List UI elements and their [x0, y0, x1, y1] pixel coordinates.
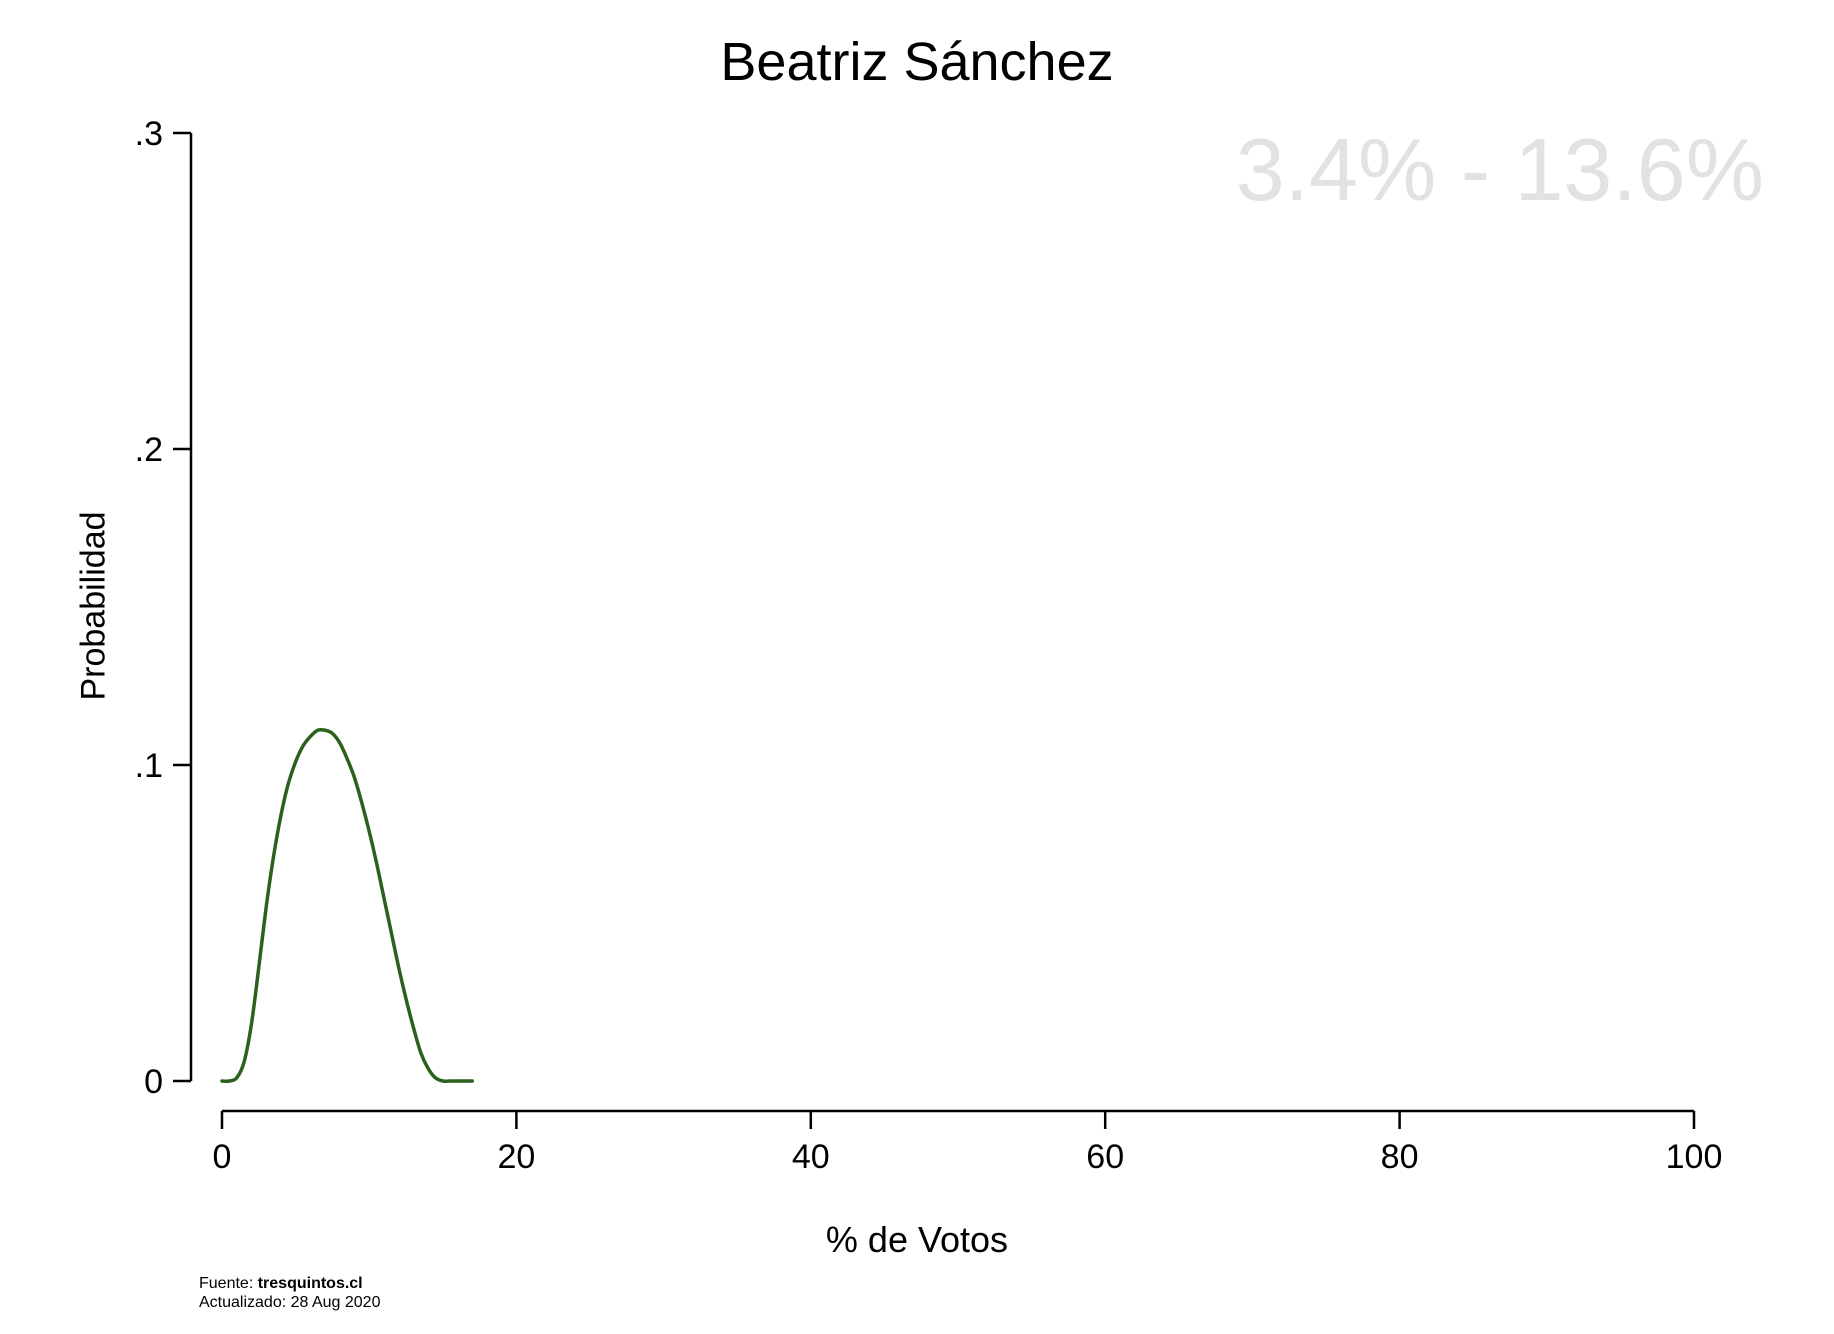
- x-tick-label: 100: [1666, 1138, 1723, 1176]
- x-tick-label: 20: [497, 1138, 535, 1176]
- updated-date: Actualizado: 28 Aug 2020: [199, 1294, 381, 1311]
- y-axis: 0 .1 .2 .3: [135, 115, 193, 1101]
- series-layer: [220, 727, 474, 1083]
- density-line-0: [220, 727, 474, 1083]
- y-tick-label: .2: [135, 431, 163, 469]
- x-tick-label: 0: [213, 1138, 232, 1176]
- x-tick-label: 80: [1381, 1138, 1419, 1176]
- x-tick-label: 60: [1086, 1138, 1124, 1176]
- x-tick-label: 40: [792, 1138, 830, 1176]
- footer: Fuente: tresquintos.cl Actualizado: 28 A…: [199, 1274, 380, 1312]
- source-link[interactable]: tresquintos.cl: [257, 1275, 363, 1292]
- y-tick-label: .1: [135, 747, 163, 785]
- x-axis: 0 20 40 60 80 100: [213, 1109, 1723, 1176]
- chart-title: Beatriz Sánchez: [720, 32, 1114, 92]
- source-prefix: Fuente:: [199, 1275, 254, 1292]
- source-line: Fuente: tresquintos.cl: [199, 1274, 380, 1293]
- y-axis-label: Probabilidad: [74, 511, 113, 701]
- x-axis-label: % de Votos: [825, 1219, 1009, 1260]
- y-tick-label: 0: [144, 1063, 163, 1101]
- range-label: 3.4% - 13.6%: [1235, 120, 1764, 219]
- y-tick-label: .3: [135, 115, 163, 153]
